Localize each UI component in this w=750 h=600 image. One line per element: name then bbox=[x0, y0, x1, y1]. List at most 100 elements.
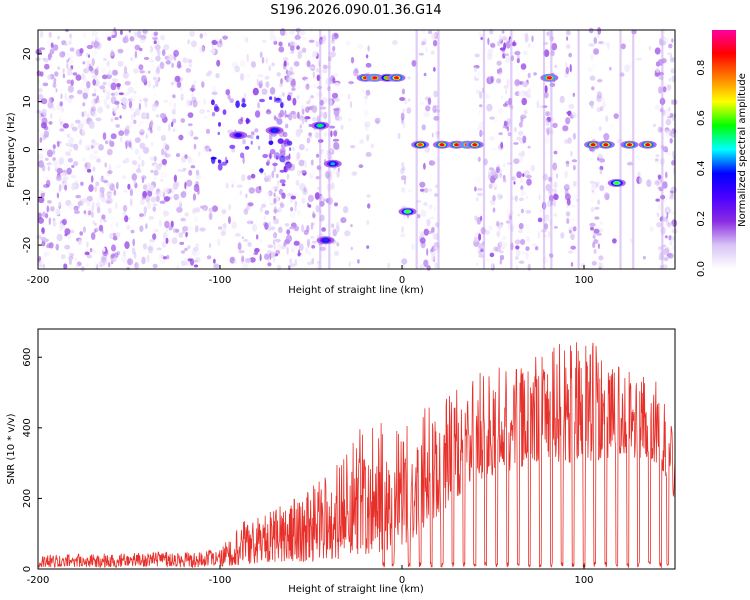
spectrogram-cell bbox=[494, 99, 500, 103]
spectrogram-cell bbox=[87, 210, 92, 216]
spectrogram-cell bbox=[311, 240, 318, 244]
spectrogram-cell bbox=[102, 89, 105, 93]
spectrogram-cell bbox=[570, 262, 574, 267]
spectrogram-cell bbox=[206, 255, 212, 260]
spectrogram-cell bbox=[366, 220, 370, 225]
spectrogram-cell bbox=[148, 246, 153, 254]
spectrogram-cell bbox=[340, 217, 347, 224]
spectrogram-cell bbox=[165, 237, 169, 244]
spectrogram-cell bbox=[520, 63, 527, 70]
spectrogram-cell bbox=[134, 261, 140, 270]
spectrogram-cell bbox=[310, 235, 315, 239]
spectrogram-cell bbox=[190, 40, 197, 48]
spectrogram-cell bbox=[292, 112, 297, 120]
spectrogram-cell bbox=[431, 132, 434, 138]
spectrogram-cell bbox=[517, 130, 524, 136]
spectrogram-cell bbox=[486, 258, 492, 262]
spectrogram-cell bbox=[537, 231, 541, 239]
spectrogram-cell bbox=[239, 190, 242, 196]
spectrogram-cell bbox=[112, 91, 119, 97]
spectrogram-cell bbox=[157, 204, 161, 212]
spectrogram-cell bbox=[48, 121, 53, 125]
spectrogram-cell bbox=[564, 139, 569, 145]
spectrogram-cell bbox=[340, 124, 344, 130]
spectrogram-cell bbox=[597, 200, 601, 205]
spectrogram-cell bbox=[433, 206, 437, 211]
spectrogram-cell bbox=[294, 200, 298, 208]
spectrogram-cell bbox=[115, 232, 121, 238]
spectrogram-cell bbox=[250, 140, 253, 145]
spectrogram-cell bbox=[98, 224, 104, 232]
spectrogram-cell bbox=[263, 172, 267, 176]
spectrogram-cell bbox=[277, 207, 282, 213]
spectrogram-cell bbox=[484, 230, 490, 235]
spectrogram-cell bbox=[303, 186, 307, 193]
spectrogram-cell bbox=[247, 242, 252, 247]
spectrogram-cell bbox=[74, 206, 77, 214]
spectrogram-cell bbox=[243, 208, 249, 215]
spectrogram-cell bbox=[161, 158, 167, 165]
spectrogram-cell bbox=[296, 95, 300, 100]
spectrogram-cell bbox=[251, 223, 258, 232]
spectrogram-cell bbox=[505, 220, 511, 224]
spectrogram-cell bbox=[489, 199, 496, 206]
spectrogram-cell bbox=[88, 54, 90, 58]
spectrogram-cell bbox=[548, 190, 551, 195]
spectrogram-cell bbox=[217, 131, 221, 136]
spectrogram-cell bbox=[66, 59, 69, 63]
spectrogram-cell bbox=[275, 155, 279, 161]
spectrogram-cell bbox=[298, 143, 305, 151]
spectrogram-cell bbox=[264, 222, 269, 230]
spectrogram-cell bbox=[333, 108, 340, 117]
spectrogram-cell bbox=[195, 250, 201, 256]
spectrogram-cell bbox=[502, 178, 507, 183]
spectrogram-cell bbox=[265, 57, 268, 64]
spectrogram-cell bbox=[102, 132, 107, 141]
spectrogram-cell bbox=[254, 128, 259, 133]
spectrogram-cell bbox=[522, 173, 525, 178]
spectrogram-cell bbox=[119, 29, 123, 36]
spectrogram-cell bbox=[77, 204, 80, 209]
spectrogram-cell bbox=[99, 186, 105, 193]
spectrogram-cell bbox=[565, 160, 570, 165]
spectrogram-cell bbox=[301, 119, 305, 125]
spectrogram-cell bbox=[157, 191, 164, 198]
spectrogram-cell bbox=[507, 123, 511, 128]
spectrogram-peaks bbox=[229, 73, 657, 245]
spectrogram-cell bbox=[363, 94, 369, 100]
spectrogram-cell bbox=[79, 198, 83, 202]
spectrogram-cell bbox=[311, 245, 316, 249]
spectrogram-cell bbox=[570, 245, 576, 250]
spectrogram-cell bbox=[649, 226, 654, 232]
spectrogram-cell bbox=[306, 202, 310, 207]
spectrogram-peak bbox=[235, 133, 241, 137]
spectrogram-cell bbox=[118, 130, 125, 136]
spectrogram-cell bbox=[179, 241, 185, 245]
spectrogram-cell bbox=[159, 258, 165, 265]
spectrogram-cell bbox=[598, 262, 603, 266]
spectrogram-cell bbox=[124, 128, 128, 136]
spectrogram-cell bbox=[186, 179, 193, 187]
spectrogram-cell bbox=[315, 68, 320, 73]
spectrogram-cell bbox=[222, 109, 227, 115]
spectrogram-cell bbox=[111, 78, 119, 82]
spectrogram-peak bbox=[546, 76, 552, 80]
spectrogram-cell bbox=[665, 219, 669, 227]
spectrogram-cell bbox=[142, 97, 149, 102]
spectrogram-cell bbox=[545, 255, 551, 260]
spectrogram-cell bbox=[50, 113, 53, 119]
spectrogram-cell bbox=[358, 164, 364, 169]
spectrogram-cell bbox=[178, 134, 184, 141]
spectrogram-cell bbox=[294, 259, 298, 266]
spectrogram-cell bbox=[263, 215, 266, 221]
spectrogram-cell bbox=[216, 59, 221, 67]
spectrogram-cell bbox=[434, 76, 438, 81]
spectrogram-cell bbox=[598, 255, 604, 261]
spectrogram-cell bbox=[299, 124, 302, 129]
spectrogram-cell bbox=[188, 64, 193, 68]
spectrogram-y-label: Frequency (Hz) bbox=[6, 112, 17, 188]
spectrogram-cell bbox=[293, 61, 300, 67]
spectrogram-cell bbox=[174, 75, 181, 83]
spectrogram-cell bbox=[518, 121, 523, 128]
colorbar-tick-label: 0.0 bbox=[696, 261, 707, 277]
